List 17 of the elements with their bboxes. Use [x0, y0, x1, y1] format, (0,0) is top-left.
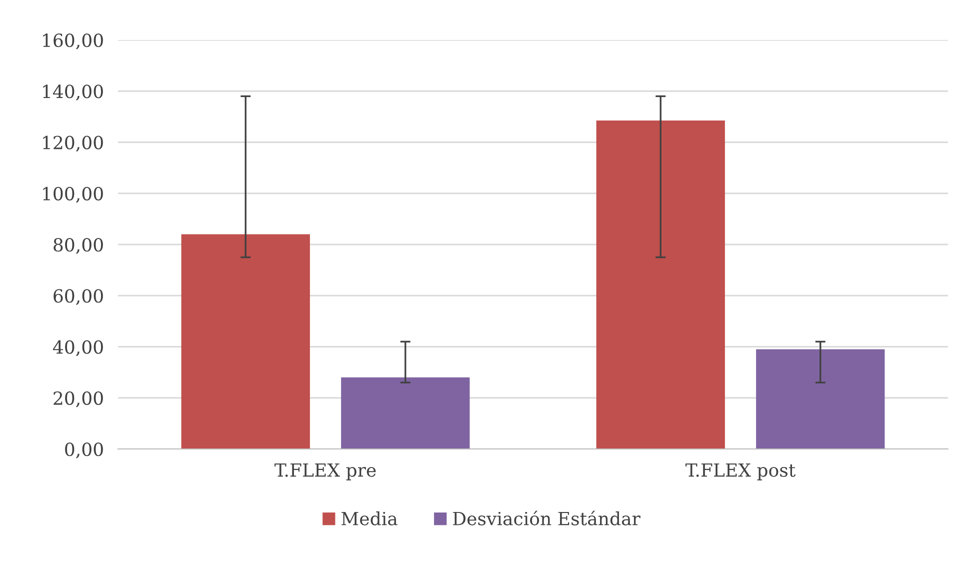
- y-tick-label: 100,00: [43, 186, 103, 203]
- y-tick-label: 80,00: [54, 238, 103, 254]
- x-tick-label: T.FLEX post: [686, 463, 796, 480]
- x-tick-label: T.FLEX pre: [274, 463, 376, 480]
- y-tick-label: 160,00: [43, 33, 103, 50]
- y-tick-label: 120,00: [43, 136, 103, 152]
- bar: [756, 349, 885, 449]
- y-tick-label: 60,00: [54, 289, 103, 305]
- y-tick-label: 0,00: [65, 442, 103, 458]
- y-tick-label: 20,00: [54, 391, 103, 408]
- legend-label: Media: [342, 511, 398, 526]
- y-tick-label: 140,00: [43, 84, 103, 100]
- y-tick-label: 40,00: [52, 340, 103, 356]
- bar: [181, 234, 310, 449]
- bar: [341, 377, 470, 449]
- legend-label: Desviación Estándar: [453, 510, 640, 526]
- bar: [596, 120, 725, 449]
